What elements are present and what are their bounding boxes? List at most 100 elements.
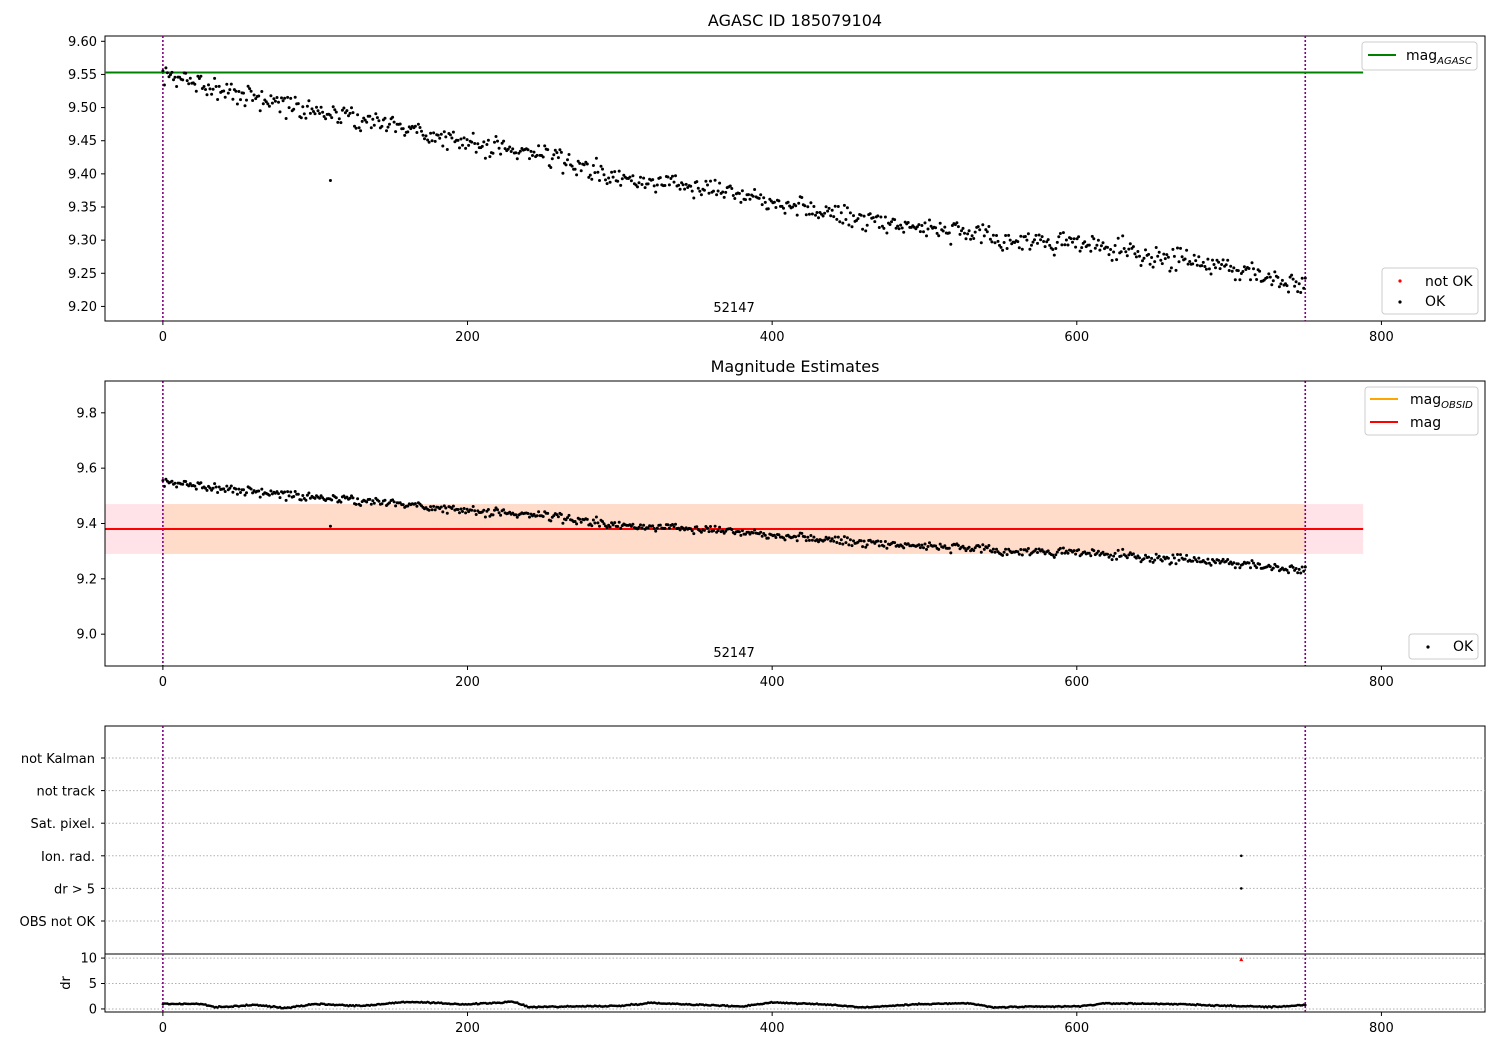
ok-point (1186, 262, 1190, 266)
ok-point (576, 159, 580, 163)
ok-point (228, 486, 232, 490)
ok-point (162, 83, 166, 87)
ok-point (1177, 260, 1181, 264)
ok-point (821, 214, 825, 218)
ok-point (342, 106, 346, 110)
ok-point (590, 177, 594, 181)
ok-point (235, 102, 239, 106)
ok-point (237, 487, 241, 491)
ok-point (982, 234, 986, 238)
ok-point (1116, 236, 1120, 240)
ok-point (245, 491, 248, 495)
ok-point (267, 493, 271, 497)
y-tick-label: 9.8 (76, 406, 97, 421)
ok-point (409, 127, 413, 131)
ok-point (643, 186, 647, 190)
ok-point (1125, 254, 1129, 258)
magnitude-panel-title: Magnitude Estimates (711, 357, 880, 376)
ok-point (594, 515, 598, 519)
ok-point (283, 490, 287, 494)
ok-point (416, 122, 420, 126)
ok-point (356, 113, 360, 117)
ok-point (483, 156, 487, 160)
ok-point (877, 544, 881, 548)
ok-point (211, 486, 215, 490)
ok-point (598, 524, 601, 528)
ok-point (824, 205, 828, 209)
ok-point (613, 521, 617, 525)
ok-point (666, 175, 670, 179)
ok-point (629, 179, 633, 183)
ok-point (170, 479, 174, 483)
ok-point (1063, 243, 1067, 247)
ok-point (590, 524, 594, 528)
legend-mag-agasc-label: magAGASC (1406, 48, 1472, 67)
ok-point (368, 497, 372, 501)
ok-point (1069, 237, 1073, 241)
ok-point (1207, 267, 1211, 271)
ok-point (464, 146, 468, 150)
ok-point (429, 505, 433, 509)
ok-point (981, 223, 985, 227)
ok-point (556, 156, 560, 160)
ok-point (652, 184, 656, 188)
ok-point (605, 526, 609, 530)
ok-point (1171, 247, 1175, 251)
ok-point (988, 237, 992, 241)
dr-red-marker (1239, 957, 1244, 962)
ok-point (401, 503, 405, 507)
ok-point (161, 69, 165, 73)
ok-point (313, 496, 317, 500)
ok-point (797, 201, 801, 205)
ok-point (810, 212, 814, 216)
ok-point (251, 491, 255, 495)
ok-point (842, 203, 846, 207)
ok-point (823, 211, 827, 215)
ok-point (459, 507, 463, 511)
ok-point (531, 154, 534, 157)
ok-point (894, 226, 898, 230)
ok-point (1244, 268, 1248, 271)
ok-point (1107, 555, 1111, 559)
ok-point (474, 150, 478, 154)
ok-point (585, 517, 589, 521)
ok-point (667, 183, 671, 187)
ok-point (1133, 252, 1137, 256)
ok-point (616, 179, 620, 183)
ok-point (1185, 553, 1189, 557)
ok-point (1197, 255, 1201, 259)
magnitude-panel-axes-frame (104, 380, 1486, 667)
ok-point (199, 481, 203, 485)
ok-point (976, 225, 980, 229)
x-tick-label: 400 (760, 330, 785, 345)
ok-point (302, 112, 306, 116)
ok-point (537, 510, 541, 514)
ok-point (1095, 243, 1099, 247)
ok-point (1195, 560, 1199, 564)
ok-point (949, 242, 953, 246)
ok-point (1054, 247, 1058, 250)
ok-point (450, 507, 454, 510)
ok-point (476, 142, 480, 146)
ok-point (359, 504, 363, 507)
x-tick-label: 200 (455, 1021, 480, 1036)
y-tick-label: 9.45 (68, 134, 97, 149)
ok-point (1194, 259, 1198, 263)
ok-point (1142, 256, 1146, 260)
ok-point (1051, 248, 1055, 251)
ok-point (170, 70, 174, 74)
ok-point (1131, 552, 1135, 556)
ok-point (838, 542, 842, 545)
ok-point (766, 207, 770, 211)
ok-point (893, 541, 897, 545)
ok-point (1157, 250, 1161, 254)
ok-point (318, 112, 322, 115)
x-tick-label: 600 (1064, 1021, 1089, 1036)
y-tick-label: 9.20 (68, 300, 97, 315)
ok-point (354, 502, 358, 506)
ok-point (1249, 278, 1252, 282)
ok-point (958, 232, 962, 236)
flagged-point (1239, 854, 1243, 858)
ok-point (1201, 260, 1205, 264)
ok-point (893, 218, 897, 222)
